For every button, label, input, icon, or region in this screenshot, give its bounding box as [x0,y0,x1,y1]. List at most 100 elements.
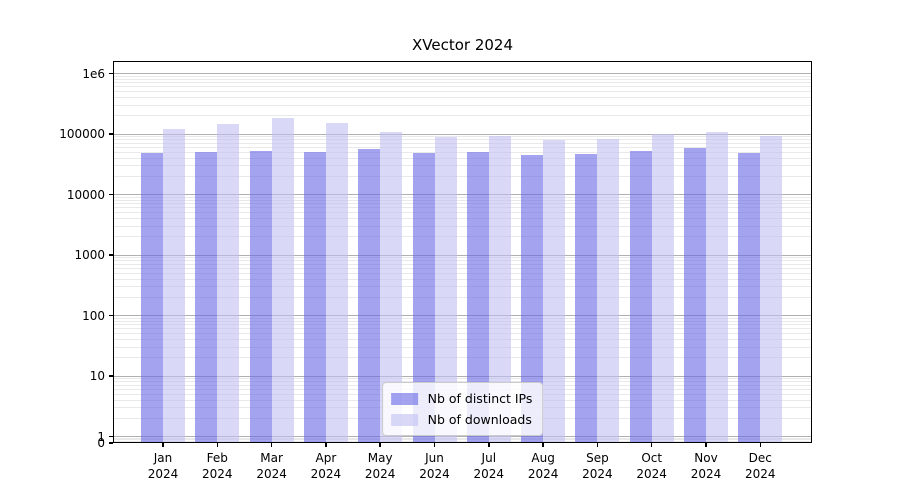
x-tick-label: May 2024 [364,451,396,481]
minor-gridline [113,317,812,319]
x-tick-label: Oct 2024 [636,451,667,481]
x-tick-mark [433,443,436,447]
minor-gridline [113,278,812,280]
minor-gridline [113,437,812,439]
minor-gridline [113,440,812,442]
legend-label-distinct-ips: Nb of distinct IPs [427,391,533,406]
x-tick-label: Jul 2024 [473,451,505,481]
legend-item-distinct-ips: Nb of distinct IPs [390,388,533,409]
minor-gridline [113,272,812,274]
minor-gridline [113,218,812,220]
minor-gridline [113,357,812,359]
y-tick-mark [109,375,113,377]
minor-gridline [113,165,812,167]
minor-gridline [113,157,812,159]
legend-item-downloads: Nb of downloads [390,409,533,430]
bar-distinct-ips-feb [195,152,218,443]
y-tick-label: 100 [82,308,105,323]
y-tick-label: 10 [89,369,105,383]
y-tick-label: 1e6 [82,66,105,81]
bar-downloads-mar [271,117,294,443]
minor-gridline [113,333,812,335]
y-tick-mark [109,254,113,256]
bar-distinct-ips-aug [521,154,544,443]
minor-gridline [113,91,812,93]
bar-distinct-ips-sep [575,153,598,443]
y-tick-mark [109,442,113,444]
major-gridline [113,254,812,256]
minor-gridline [113,196,812,198]
minor-gridline [113,328,812,330]
minor-gridline [113,151,812,153]
minor-gridline [113,381,812,383]
x-tick-label: Dec 2024 [745,451,776,481]
minor-gridline [113,320,812,322]
bar-distinct-ips-jun [412,153,435,443]
x-tick-mark [325,443,327,447]
minor-gridline [113,104,812,106]
major-gridline [113,73,812,74]
minor-gridline [113,286,812,288]
plot-area: Nb of distinct IPs Nb of downloads [113,61,812,443]
bar-downloads-apr [325,122,348,443]
x-tick-mark [705,443,707,447]
x-tick-label: Jun 2024 [419,451,450,481]
x-tick-mark [488,443,490,447]
x-tick-mark [162,443,164,447]
bars [113,61,812,443]
minor-gridline [113,339,812,341]
minor-gridline [113,263,812,265]
legend-swatch-distinct-ips [390,392,418,405]
minor-gridline [113,175,812,177]
minor-gridline [113,439,812,441]
bar-distinct-ips-mar [249,150,272,443]
minor-gridline [113,212,812,214]
y-tick-mark [109,314,113,317]
major-gridline [113,375,812,377]
bar-distinct-ips-dec [738,153,761,443]
legend: Nb of distinct IPs Nb of downloads [381,382,544,436]
bar-downloads-sep [597,138,620,443]
x-tick-mark [270,443,273,447]
y-tick-mark [109,435,113,438]
x-tick-label: Aug 2024 [527,451,559,481]
bar-distinct-ips-jan [141,152,163,443]
bar-downloads-may [380,131,403,443]
x-tick-mark [216,443,219,447]
x-tick-mark [542,443,544,447]
bar-distinct-ips-apr [303,151,326,443]
minor-gridline [113,267,812,269]
y-tick-label: 100000 [59,127,105,141]
minor-gridline [113,115,812,117]
minor-gridline [113,260,812,262]
y-tick-label: 1 [97,429,105,444]
bar-downloads-aug [543,140,566,443]
x-tick-label: Feb 2024 [202,451,233,481]
minor-gridline [113,139,812,141]
x-tick-mark [596,443,599,447]
minor-gridline [113,136,812,138]
major-gridline [113,436,812,437]
minor-gridline [113,207,812,209]
y-tick-mark [109,72,113,75]
minor-gridline [113,82,812,84]
x-tick-mark [379,443,381,447]
minor-gridline [113,203,812,205]
minor-gridline [113,236,812,238]
y-tick-label: 0 [97,436,105,450]
bar-distinct-ips-may [358,149,381,443]
minor-gridline [113,296,812,298]
legend-swatch-downloads [390,413,418,426]
minor-gridline [113,78,812,80]
y-tick-mark [109,133,113,135]
x-tick-label: Nov 2024 [690,451,722,481]
x-tick-label: Mar 2024 [256,451,287,481]
bar-downloads-feb [217,123,240,443]
x-tick-label: Sep 2024 [582,451,613,481]
y-tick-label: 1000 [74,248,105,262]
minor-gridline [113,97,812,99]
x-tick-mark [759,443,762,447]
bar-downloads-dec [760,135,783,443]
chart-title: XVector 2024 [411,36,513,54]
